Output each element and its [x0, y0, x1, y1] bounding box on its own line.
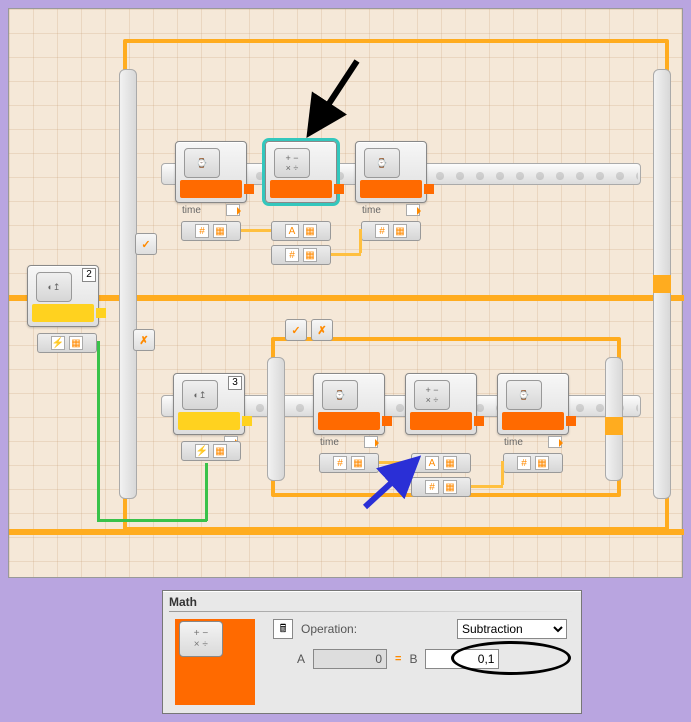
data-wire: [471, 485, 503, 488]
touch-sensor-icon: ◐↥: [185, 383, 215, 407]
timer-block[interactable]: ⌚ time: [175, 141, 247, 203]
timer-label: time: [362, 205, 381, 216]
touch-sensor-block-2[interactable]: ◐↥ 3: [173, 373, 245, 435]
inner-loop-start-pillar: [267, 357, 285, 481]
data-hub-number-2[interactable]: #▦: [361, 221, 421, 241]
touch-sensor-block[interactable]: ◐↥ 2: [27, 265, 99, 327]
timer-label: time: [182, 205, 201, 216]
data-hub-ab[interactable]: A▦: [271, 221, 331, 241]
timer-icon: ⌚: [187, 151, 217, 175]
data-hub-number-4[interactable]: #▦: [503, 453, 563, 473]
timer-icon: ⌚: [509, 383, 539, 407]
math-icon: + −× ÷: [277, 151, 307, 175]
operation-label: Operation:: [301, 622, 357, 636]
loop-end-pillar: [653, 69, 671, 499]
timer-label: time: [320, 437, 339, 448]
switch-tabs-inner: ✓ ✗: [285, 319, 333, 341]
touch-hub[interactable]: ⚡▦: [37, 333, 97, 353]
timer-block-2[interactable]: ⌚ time: [355, 141, 427, 203]
timer-output-icon: [226, 204, 240, 216]
calculator-icon: 🖩: [273, 619, 293, 639]
data-wire: [331, 253, 361, 256]
logic-wire: [97, 341, 100, 521]
logic-wire: [205, 463, 208, 521]
timer-icon: ⌚: [367, 151, 397, 175]
equals-icon: =: [395, 653, 401, 665]
config-panel: Math + −× ÷ 🖩 Operation: Subtraction A =…: [162, 590, 582, 714]
timer-output-icon: [406, 204, 420, 216]
block-preview: + −× ÷: [175, 619, 255, 705]
port-number: 2: [82, 268, 96, 282]
data-hub-number-out-2[interactable]: #▦: [411, 477, 471, 497]
touch-sensor-icon: ◐↥: [39, 275, 69, 299]
data-wire: [501, 461, 504, 485]
timer-output-icon: [548, 436, 562, 448]
switch-tabs-top: ✓: [135, 233, 157, 255]
timer-output-icon: [364, 436, 378, 448]
touch-hub-2[interactable]: ⚡▦: [181, 441, 241, 461]
logic-wire: [97, 519, 207, 522]
data-hub-number-3[interactable]: #▦: [319, 453, 379, 473]
math-block[interactable]: + −× ÷: [265, 141, 337, 203]
panel-title: Math: [169, 595, 197, 609]
input-a-label: A: [297, 652, 305, 666]
data-wire: [359, 229, 362, 253]
timer-block-4[interactable]: ⌚ time: [497, 373, 569, 435]
data-wire: [241, 229, 271, 232]
input-a-field[interactable]: [313, 649, 387, 669]
inner-loop-end-pillar: [605, 357, 623, 481]
data-hub-ab-2[interactable]: A▦: [411, 453, 471, 473]
math-block-2[interactable]: + −× ÷: [405, 373, 477, 435]
program-canvas[interactable]: ✓ ✗ ◐↥ 2 ⚡▦ ⌚ time #▦ + −× ÷ A▦ #▦ ⌚ tim…: [8, 8, 683, 578]
data-wire: [379, 461, 411, 464]
input-b-label: B: [409, 652, 417, 666]
switch-tabs-top-x: ✗: [133, 329, 155, 351]
operation-select[interactable]: Subtraction: [457, 619, 567, 639]
timer-label: time: [504, 437, 523, 448]
math-icon: + −× ÷: [417, 383, 447, 407]
timer-icon: ⌚: [325, 383, 355, 407]
switch-true-tab[interactable]: ✓: [135, 233, 157, 255]
port-number: 3: [228, 376, 242, 390]
switch-false-tab[interactable]: ✗: [311, 319, 333, 341]
data-hub-number-out[interactable]: #▦: [271, 245, 331, 265]
panel-divider: [169, 611, 575, 612]
math-preview-icon: + −× ÷: [179, 621, 223, 657]
loop-start-pillar: [119, 69, 137, 499]
switch-true-tab[interactable]: ✓: [285, 319, 307, 341]
input-b-field[interactable]: [425, 649, 499, 669]
switch-false-tab[interactable]: ✗: [133, 329, 155, 351]
timer-block-3[interactable]: ⌚ time: [313, 373, 385, 435]
data-hub-number[interactable]: #▦: [181, 221, 241, 241]
